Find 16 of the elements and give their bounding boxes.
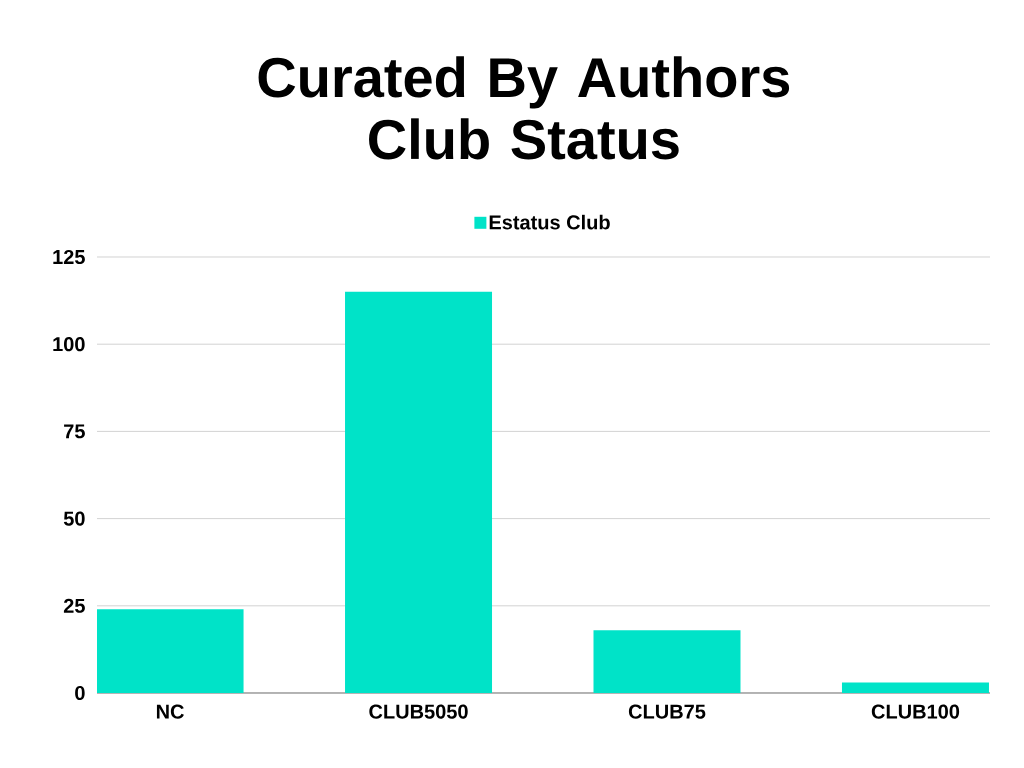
y-tick-label: 125	[53, 249, 85, 265]
legend-label: Estatus Club	[489, 214, 610, 230]
y-tick-label: 0	[75, 685, 85, 701]
x-tick-label: CLUB5050	[369, 704, 468, 719]
x-tick-label: NC	[156, 704, 184, 719]
y-tick-label: 100	[53, 337, 85, 352]
x-tick-label: CLUB75	[628, 704, 706, 719]
bar	[841, 682, 989, 693]
bar	[97, 609, 244, 693]
y-tick-label: 75	[64, 424, 85, 439]
x-tick-label: CLUB100	[871, 704, 960, 719]
y-tick-label: 25	[63, 598, 85, 613]
bar	[593, 630, 741, 693]
chart-title: Curated By Authors Club Status	[258, 56, 790, 160]
y-tick-label: 50	[63, 511, 85, 526]
bar	[345, 291, 493, 693]
